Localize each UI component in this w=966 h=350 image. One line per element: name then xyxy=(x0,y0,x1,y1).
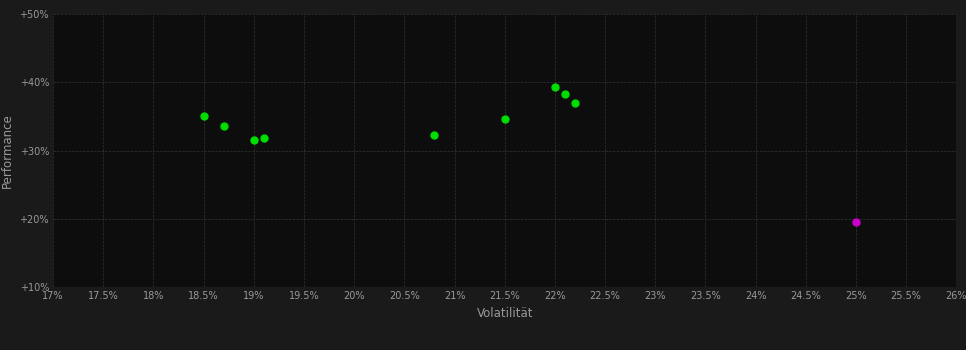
Point xyxy=(848,219,864,225)
Point xyxy=(567,100,582,106)
X-axis label: Volatilität: Volatilität xyxy=(476,307,533,320)
Point xyxy=(557,91,573,97)
Point xyxy=(256,135,271,140)
Point xyxy=(497,116,512,122)
Point xyxy=(427,133,442,138)
Y-axis label: Performance: Performance xyxy=(1,113,14,188)
Point xyxy=(547,84,562,90)
Point xyxy=(216,123,232,129)
Point xyxy=(246,138,262,143)
Point xyxy=(196,114,212,119)
